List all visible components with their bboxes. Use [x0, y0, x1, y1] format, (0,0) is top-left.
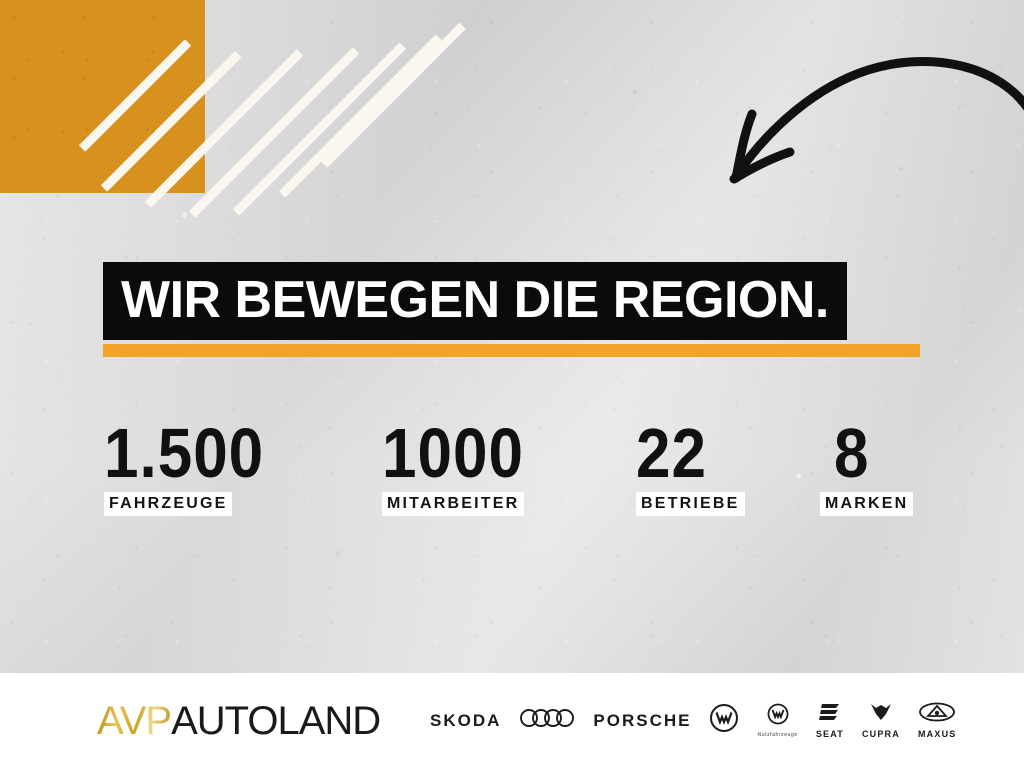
brand-logo-cupra: CUPRA — [862, 702, 900, 739]
vw-icon — [709, 703, 739, 738]
page-title: WIR BEWEGEN DIE REGION. — [121, 271, 829, 329]
curved-arrow-icon — [700, 48, 1024, 208]
stat-number: 22 — [636, 415, 707, 493]
porsche-wordmark: PORSCHE — [593, 710, 692, 730]
stat-number: 8 — [834, 415, 870, 493]
maxus-wordmark: MAXUS — [917, 729, 957, 739]
brand-logo-maxus: MAXUS — [918, 702, 957, 739]
footer-bar: AVP AUTOLAND SKODA — [0, 673, 1024, 768]
stat-label: BETRIEBE — [636, 492, 745, 516]
brand-logo-skoda: SKODA — [430, 711, 501, 731]
skoda-wordmark: SKODA — [430, 710, 502, 730]
stat-number: 1000 — [382, 415, 524, 493]
seat-wordmark: SEAT — [815, 729, 844, 739]
maxus-icon — [918, 702, 956, 727]
stat-item: 1.500 FAHRZEUGE — [104, 415, 265, 516]
cupra-icon — [869, 702, 893, 727]
avp-autoland-logo: AVP AUTOLAND — [97, 699, 381, 744]
vw-nutzfahrzeuge-sub: Nutzfahrzeuge — [757, 732, 798, 738]
diagonal-stripes — [78, 0, 466, 218]
brand-logo-vw — [709, 703, 739, 738]
stat-item: 8 MARKEN — [820, 415, 914, 516]
stat-item: 1000 MITARBEITER — [382, 415, 525, 516]
brand-logo-seat: SEAT — [816, 702, 844, 739]
stat-label: FAHRZEUGE — [104, 492, 233, 516]
stat-label: MITARBEITER — [382, 492, 525, 516]
headline-block: WIR BEWEGEN DIE REGION. — [103, 262, 920, 357]
brand-logo-vw-nutzfahrzeuge: Nutzfahrzeuge — [757, 703, 797, 738]
headline-underline — [103, 344, 920, 357]
brand-logo-audi — [519, 708, 575, 733]
stat-label: MARKEN — [820, 492, 914, 516]
stat-number: 1.500 — [104, 415, 265, 493]
orange-corner-block — [0, 0, 205, 193]
stat-item: 22 BETRIEBE — [636, 415, 745, 516]
vw-nutzfahrzeuge-icon — [767, 703, 789, 730]
cupra-wordmark: CUPRA — [861, 729, 900, 739]
seat-s-icon — [818, 702, 841, 727]
brand-logo-porsche: PORSCHE — [593, 711, 691, 731]
headline-bar: WIR BEWEGEN DIE REGION. — [103, 262, 847, 340]
avp-logo-mark: AVP — [97, 699, 172, 743]
audi-rings-icon — [519, 708, 575, 733]
avp-logo-name: AUTOLAND — [171, 699, 381, 743]
stats-row: 1.500 FAHRZEUGE 1000 MITARBEITER 22 BETR… — [104, 415, 934, 516]
brand-logos-row: SKODA PORSCHE — [430, 673, 956, 768]
